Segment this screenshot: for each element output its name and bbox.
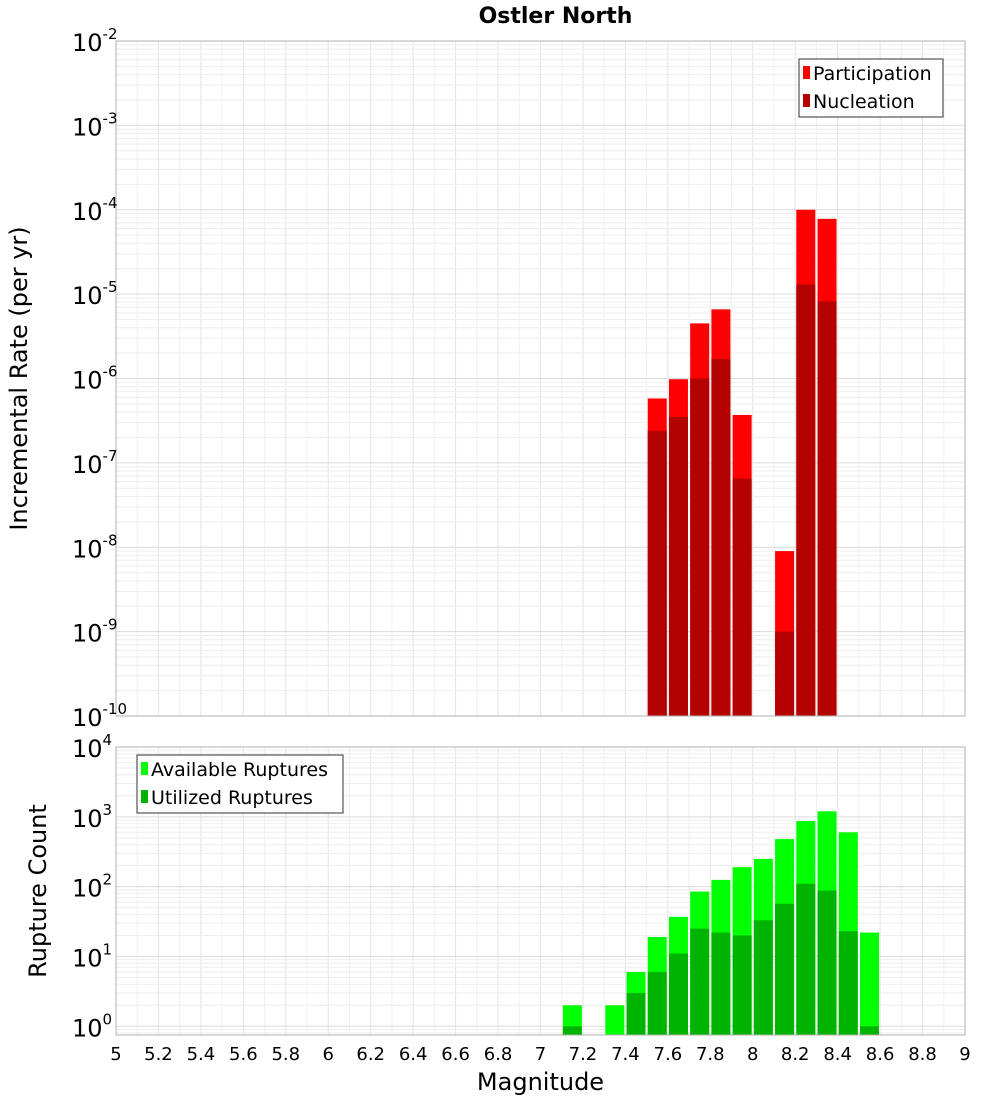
bar xyxy=(775,631,795,716)
y-tick-label: 102 xyxy=(72,871,112,903)
x-tick-label: 7.8 xyxy=(696,1044,725,1065)
bar xyxy=(690,928,710,1035)
bar xyxy=(647,430,667,716)
x-tick-label: 7.4 xyxy=(611,1044,640,1065)
legend-swatch xyxy=(141,762,148,775)
bar xyxy=(859,1026,879,1035)
y-tick-label: 100 xyxy=(72,1010,112,1042)
panel-2: 104 103 102 101 100 Rupture Count Available Ru… xyxy=(24,731,971,1096)
bar xyxy=(796,284,816,716)
bar xyxy=(647,971,667,1035)
bar xyxy=(668,416,688,716)
bar xyxy=(711,932,731,1035)
legend-swatch xyxy=(141,790,148,803)
bar xyxy=(711,359,731,716)
bar xyxy=(859,932,879,1035)
y-tick-label: 104 xyxy=(72,731,112,763)
x-tick-label: 6.4 xyxy=(399,1044,428,1065)
x-tick-label: 8 xyxy=(747,1044,758,1065)
bar xyxy=(796,883,816,1035)
bar xyxy=(562,1026,582,1035)
series-nucleation xyxy=(647,284,837,716)
bar xyxy=(732,935,752,1035)
panel-1: 10-2 10-3 10-4 10-5 10-6 10-7 10-8 10-9 10-10 Inc… xyxy=(5,4,966,732)
bar xyxy=(817,301,837,716)
y-axis-ticks: 10-2 10-3 10-4 10-5 10-6 10-7 10-8 10-9 10-10 xyxy=(72,25,127,732)
y-tick-label: 10-6 xyxy=(72,363,118,395)
legend-swatch xyxy=(803,66,810,79)
y-tick-label: 10-5 xyxy=(72,278,118,310)
legend-swatch xyxy=(803,94,810,107)
x-tick-label: 5.4 xyxy=(187,1044,216,1065)
bar xyxy=(838,931,858,1035)
x-tick-label: 9 xyxy=(959,1044,970,1065)
plot-border xyxy=(115,746,966,1036)
y-tick-label: 103 xyxy=(72,801,112,833)
y-tick-label: 10-7 xyxy=(72,447,118,479)
legend-entry: Participation xyxy=(813,63,932,85)
x-tick-label: 8.8 xyxy=(908,1044,937,1065)
bar xyxy=(668,953,688,1035)
x-tick-label: 6.2 xyxy=(356,1044,385,1065)
x-axis-ticks: 5 5.2 5.4 5.6 5.8 6 6.2 6.4 6.6 6.8 7 7.2 7.4 7.6 7.8 8… xyxy=(110,1044,970,1065)
y-tick-label: 10-8 xyxy=(72,531,118,563)
y-tick-label: 101 xyxy=(72,940,112,972)
bar xyxy=(690,378,710,716)
gridlines xyxy=(115,40,966,717)
x-tick-label: 6 xyxy=(323,1044,334,1065)
x-tick-label: 8.4 xyxy=(823,1044,852,1065)
legend-entry: Utilized Ruptures xyxy=(151,787,313,809)
y-axis-label: Incremental Rate (per yr) xyxy=(5,226,33,530)
bar xyxy=(626,992,646,1035)
x-axis-label: Magnitude xyxy=(477,1068,604,1096)
bar xyxy=(817,890,837,1035)
bar xyxy=(605,1005,625,1035)
x-tick-label: 5 xyxy=(110,1044,121,1065)
y-tick-label: 10-4 xyxy=(72,194,118,226)
bar xyxy=(753,920,773,1035)
plot-border xyxy=(115,40,966,717)
bar xyxy=(732,478,752,716)
legend: Participation Nucleation xyxy=(798,58,944,118)
x-tick-label: 6.6 xyxy=(441,1044,470,1065)
x-tick-label: 6.8 xyxy=(484,1044,513,1065)
y-tick-label: 10-10 xyxy=(72,700,127,732)
y-axis-ticks: 104 103 102 101 100 xyxy=(72,731,112,1042)
x-tick-label: 7.2 xyxy=(569,1044,598,1065)
x-tick-label: 7 xyxy=(535,1044,546,1065)
series-utilized-ruptures xyxy=(562,883,879,1035)
bar xyxy=(775,903,795,1035)
chart-title: Ostler North xyxy=(479,4,633,29)
x-tick-label: 5.8 xyxy=(271,1044,300,1065)
legend-entry: Available Ruptures xyxy=(151,759,328,781)
y-tick-label: 10-9 xyxy=(72,616,118,648)
x-tick-label: 8.6 xyxy=(866,1044,895,1065)
y-axis-label: Rupture Count xyxy=(24,804,52,978)
legend-entry: Nucleation xyxy=(813,91,915,113)
legend: Available Ruptures Utilized Ruptures xyxy=(136,754,344,814)
x-tick-label: 5.6 xyxy=(229,1044,258,1065)
x-tick-label: 5.2 xyxy=(144,1044,173,1065)
x-tick-label: 7.6 xyxy=(654,1044,683,1065)
legend-box xyxy=(798,58,944,118)
x-tick-label: 8.2 xyxy=(781,1044,810,1065)
y-tick-label: 10-3 xyxy=(72,109,118,141)
y-tick-label: 10-2 xyxy=(72,25,118,57)
legend-box xyxy=(136,754,344,814)
